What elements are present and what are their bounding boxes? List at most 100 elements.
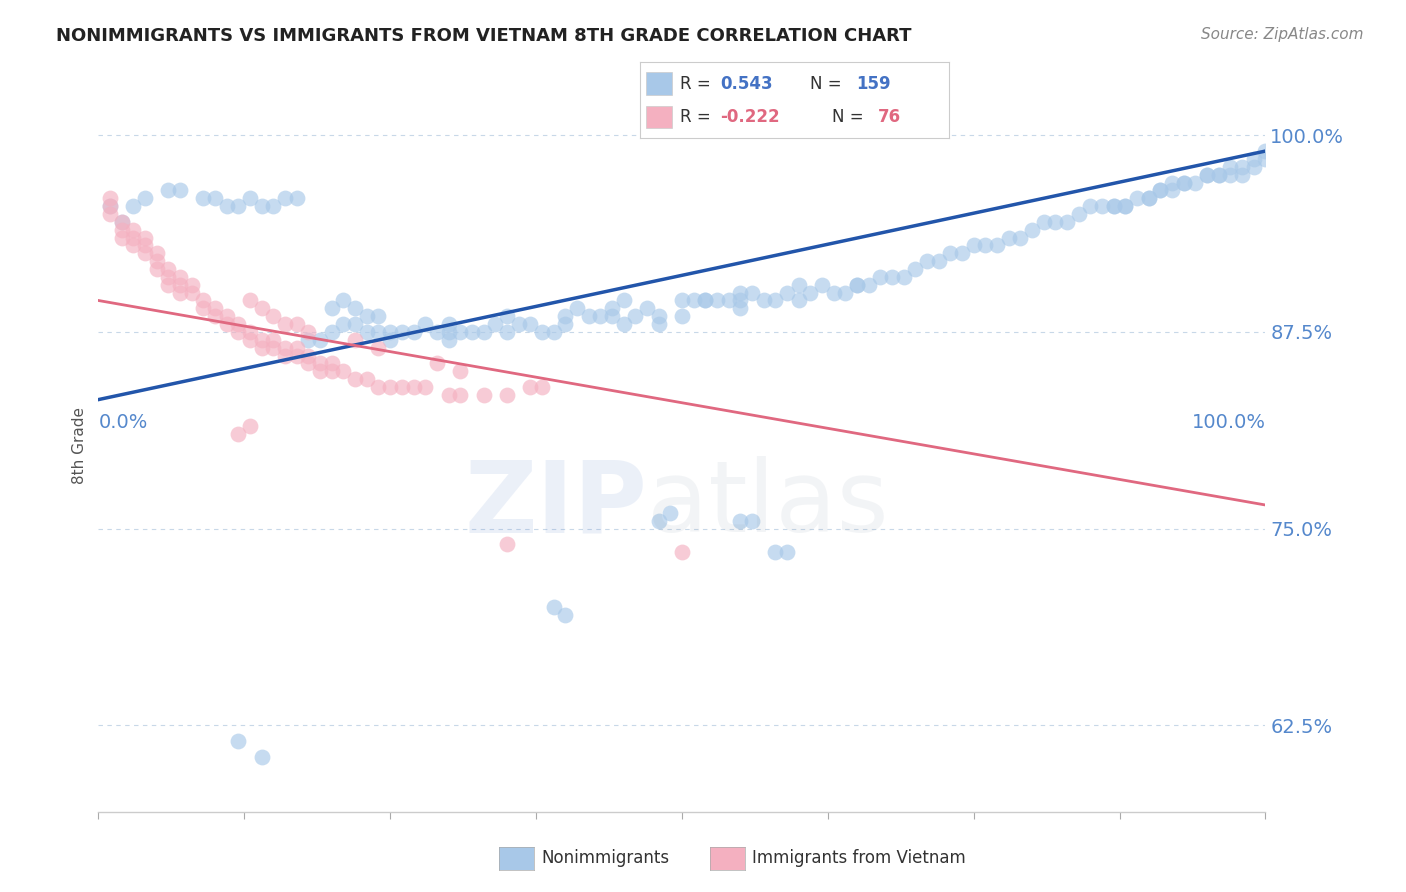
Bar (645, 72, 672, 95)
Point (904, 262, 927, 277)
Point (122, 230, 145, 244)
Point (1102, 199, 1125, 213)
Point (752, 293, 775, 308)
Point (1032, 215, 1054, 229)
Point (776, 285, 799, 300)
Point (146, 254, 169, 268)
Point (204, 191, 226, 205)
Point (1149, 183, 1171, 197)
Point (250, 749, 273, 764)
Point (1161, 176, 1184, 190)
Point (671, 545, 693, 559)
Point (1091, 199, 1114, 213)
Point (449, 364, 471, 378)
Point (321, 364, 343, 378)
Point (367, 310, 389, 324)
Point (496, 325, 519, 339)
Point (636, 301, 658, 316)
Point (193, 191, 215, 205)
Point (1021, 223, 1043, 237)
Point (157, 269, 180, 284)
Point (1137, 191, 1160, 205)
Point (157, 183, 180, 197)
Point (519, 317, 541, 331)
Text: Source: ZipAtlas.com: Source: ZipAtlas.com (1201, 27, 1364, 42)
Point (356, 372, 378, 386)
Point (1219, 168, 1241, 182)
Point (285, 317, 308, 331)
Text: 0.543: 0.543 (720, 75, 773, 93)
Point (437, 388, 460, 402)
Text: 76: 76 (877, 108, 901, 126)
Point (285, 191, 308, 205)
Point (962, 238, 984, 252)
Point (122, 238, 145, 252)
Point (449, 325, 471, 339)
Point (682, 293, 704, 308)
Point (974, 238, 997, 252)
Point (146, 262, 169, 277)
Point (1056, 215, 1078, 229)
Point (111, 215, 134, 229)
Point (530, 380, 553, 394)
Point (730, 301, 752, 316)
Bar (645, 105, 672, 128)
Point (157, 262, 180, 277)
Point (997, 230, 1019, 244)
Text: R =: R = (681, 108, 716, 126)
Point (1080, 199, 1102, 213)
Point (367, 341, 389, 355)
Point (811, 277, 834, 292)
Point (671, 310, 693, 324)
Point (285, 349, 308, 363)
Text: 0.0%: 0.0% (98, 413, 148, 432)
Point (309, 364, 332, 378)
Point (600, 310, 623, 324)
Point (741, 285, 763, 300)
Point (589, 310, 612, 324)
Point (169, 277, 191, 292)
Point (146, 246, 169, 260)
Point (250, 333, 273, 347)
Text: NONIMMIGRANTS VS IMMIGRANTS FROM VIETNAM 8TH GRADE CORRELATION CHART: NONIMMIGRANTS VS IMMIGRANTS FROM VIETNAM… (56, 27, 911, 45)
Point (180, 277, 202, 292)
Point (98, 207, 121, 221)
Point (262, 310, 284, 324)
Text: N =: N = (831, 108, 869, 126)
Point (228, 199, 250, 213)
Point (309, 333, 332, 347)
Point (519, 380, 541, 394)
Point (1102, 199, 1125, 213)
Point (530, 325, 553, 339)
Point (426, 356, 449, 370)
Point (239, 333, 262, 347)
Point (472, 325, 495, 339)
Point (426, 325, 449, 339)
Point (508, 317, 530, 331)
Point (309, 356, 332, 370)
Point (180, 285, 202, 300)
Point (262, 341, 284, 355)
Point (204, 310, 226, 324)
Point (344, 301, 367, 316)
Point (1137, 191, 1160, 205)
Point (274, 317, 297, 331)
Point (344, 372, 367, 386)
Point (1045, 215, 1067, 229)
Point (613, 317, 636, 331)
Point (344, 317, 367, 331)
Point (250, 341, 273, 355)
Point (215, 317, 238, 331)
Point (437, 317, 460, 331)
Point (1184, 176, 1206, 190)
Point (134, 238, 156, 252)
Text: -0.222: -0.222 (720, 108, 780, 126)
Point (204, 301, 226, 316)
Point (1230, 160, 1253, 174)
Point (1254, 152, 1277, 166)
Point (367, 380, 389, 394)
Point (332, 317, 354, 331)
Point (111, 230, 134, 244)
Point (834, 285, 856, 300)
Point (122, 199, 145, 213)
